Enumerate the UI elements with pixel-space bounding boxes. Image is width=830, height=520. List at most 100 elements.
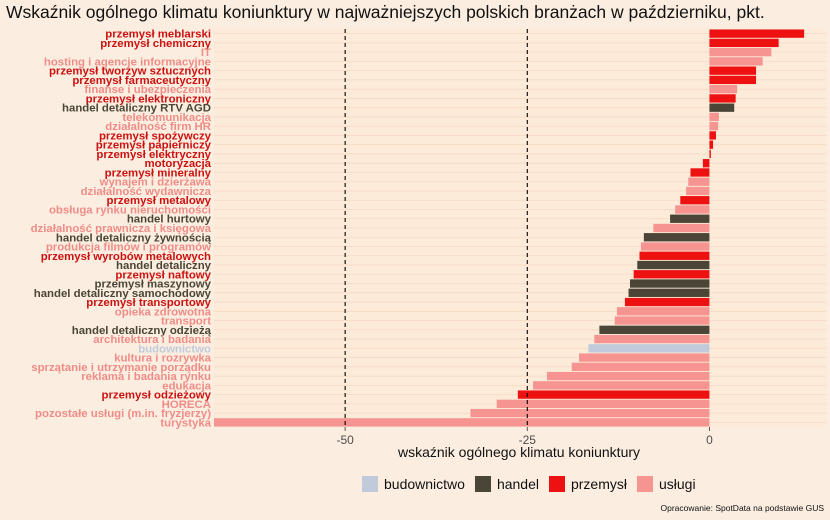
bar (640, 242, 710, 251)
bar (639, 251, 710, 260)
category-label: handel detaliczny samochodowy (34, 288, 212, 300)
bar (686, 186, 710, 196)
bar (709, 66, 757, 75)
bar (709, 47, 772, 57)
category-label: edukacja (162, 380, 211, 392)
tick-label: -50 (336, 433, 354, 447)
bar (690, 168, 710, 177)
bar (675, 205, 710, 214)
category-label: turystyka (160, 417, 211, 429)
category-label: finanse i ubezpieczenia (84, 84, 211, 96)
bar (630, 279, 710, 288)
bar (709, 103, 735, 112)
category-label: wynajem i dzierżawa (99, 177, 212, 189)
category-label: przemysł metalowy (107, 195, 212, 207)
legend-label: przemysł (570, 476, 627, 492)
bar (579, 353, 710, 362)
chart-title: Wskaźnik ogólnego klimatu koniunktury w … (6, 2, 765, 22)
category-label: motoryzacja (145, 158, 212, 170)
bar (643, 233, 710, 242)
category-label: architektura i badania (93, 334, 211, 346)
category-label: przemysł odzieżowy (101, 390, 211, 402)
category-label: przemysł farmaceutyczny (72, 75, 211, 87)
bar (496, 399, 710, 409)
bar (709, 131, 716, 140)
category-label: przemysł chemiczny (100, 38, 211, 50)
bar (709, 94, 736, 103)
category-label: produkcja filmów i programów (46, 242, 211, 254)
category-label: przemysł maszynowy (95, 279, 212, 291)
bar (588, 344, 710, 353)
category-label: przemysł transportowy (86, 297, 211, 309)
category-label: przemysł tworzyw sztucznych (49, 66, 211, 78)
legend-item-uslugi: usługi (637, 476, 696, 492)
category-label: obsługa rynku nieruchomości (49, 204, 211, 216)
legend-label: budownictwo (384, 476, 465, 492)
category-label: handel detaliczny (116, 260, 212, 272)
bar (670, 214, 710, 223)
category-label: IT (201, 47, 211, 59)
legend-key (548, 476, 565, 492)
category-label: handel hurtowy (127, 214, 212, 226)
bar (624, 297, 710, 307)
legend-item-przemysl: przemysł (548, 476, 627, 492)
legend-key (637, 476, 653, 492)
legend-item-budownictwo: budownictwo (362, 476, 465, 492)
category-label: sprzątanie i utrzymanie porządku (31, 362, 211, 374)
category-label: hosting i agencje informacyjne (44, 56, 211, 68)
legend-label: handel (496, 476, 539, 492)
bar (709, 29, 805, 38)
category-label: handel detaliczny RTV AGD (62, 103, 211, 115)
legend-key (474, 476, 491, 492)
category-label: budownictwo (138, 343, 211, 355)
category-label: działalność prawnicza i księgowa (31, 223, 212, 235)
legend: budownictwo handel przemysł usługi (362, 476, 706, 492)
category-label: opieka zdrowotna (115, 306, 212, 318)
bar (614, 316, 710, 325)
category-label: reklama i badania rynku (81, 371, 211, 383)
reference-lines (344, 29, 528, 427)
bar (709, 140, 714, 149)
category-label: przemysł spożywczy (99, 130, 212, 142)
category-label: przemysł wyrobów metalowych (41, 251, 211, 263)
category-label: działalność firm HR (105, 121, 211, 133)
legend-item-handel: handel (474, 476, 539, 492)
bar (709, 84, 738, 94)
bar (628, 288, 710, 297)
tick-label: -25 (519, 433, 537, 447)
tick-label: 0 (706, 433, 713, 447)
bar (680, 196, 710, 205)
bar (709, 38, 779, 48)
category-label: handel detaliczny żywnością (56, 232, 212, 244)
bar (709, 75, 757, 85)
category-label: handel detaliczny odzieżą (72, 325, 212, 337)
category-label: pozostałe usługi (m.in. fryzjerzy) (35, 408, 211, 420)
bar (709, 112, 719, 122)
legend-label: usługi (659, 476, 696, 492)
bar (533, 381, 710, 390)
bar (594, 334, 710, 344)
bar (517, 390, 710, 399)
source-note: Opracowanie: SpotData na podstawie GUS (660, 503, 824, 513)
bar (653, 223, 710, 233)
category-label: działalność wydawnicza (81, 186, 212, 198)
category-label: telekomunikacja (122, 112, 211, 124)
category-label: transport (161, 316, 211, 328)
bar (709, 149, 711, 159)
category-label: przemysł mineralny (105, 167, 212, 179)
bar (599, 325, 710, 334)
category-label: kultura i rozrywka (114, 353, 212, 365)
bar (633, 270, 710, 279)
bar (709, 57, 763, 66)
bars-layer (214, 29, 805, 427)
legend-key (362, 476, 378, 492)
bar (688, 177, 710, 186)
bar (470, 408, 710, 418)
bar (637, 260, 710, 270)
bar (214, 418, 710, 427)
category-label: przemysł elektroniczny (86, 93, 212, 105)
category-label: przemysł naftowy (115, 269, 211, 281)
category-label: przemysł papierniczy (96, 140, 212, 152)
